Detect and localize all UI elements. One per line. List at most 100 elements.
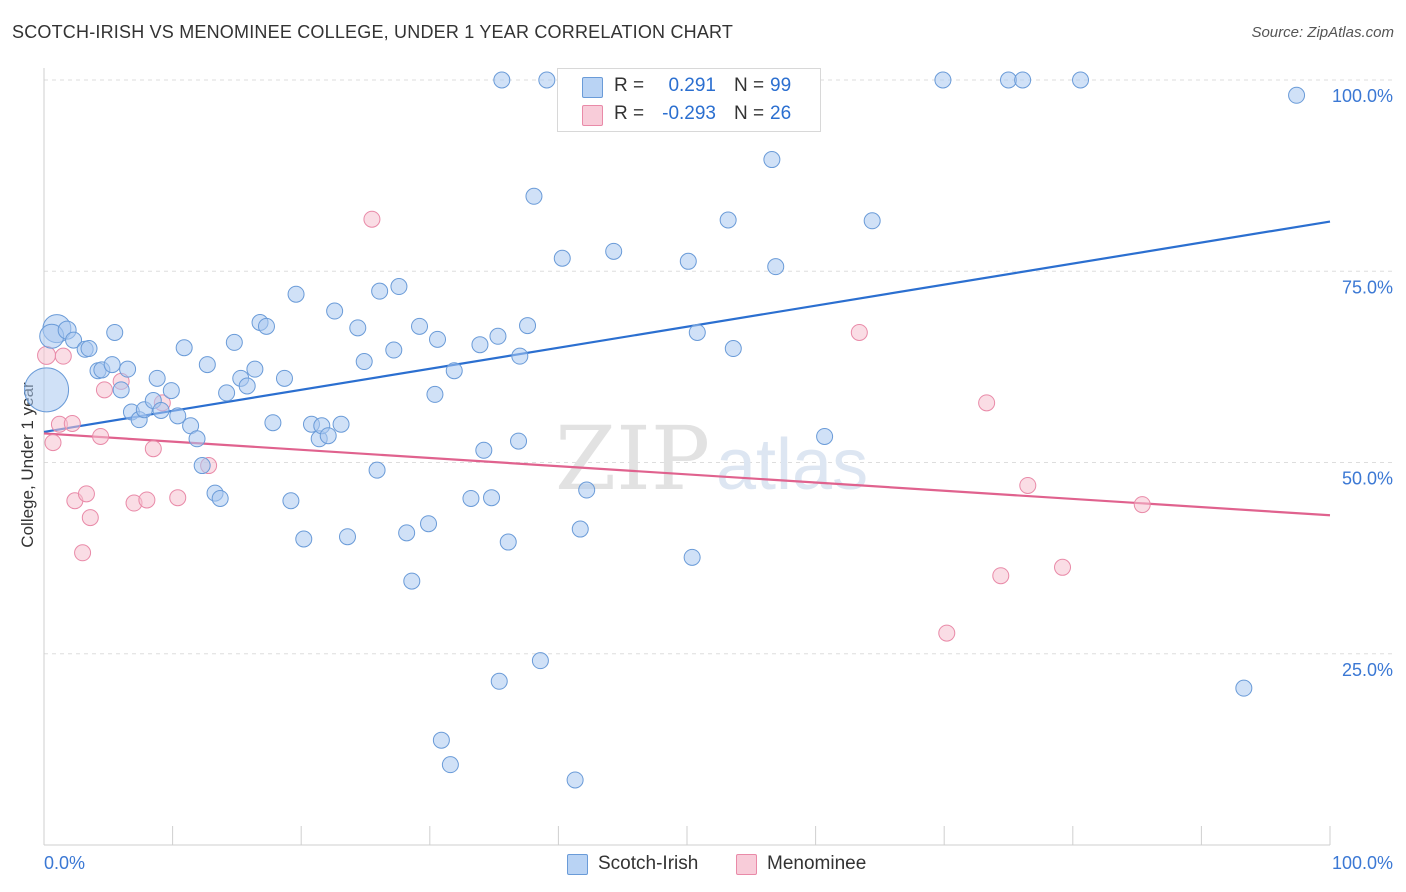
scotch-irish-point [355, 353, 373, 371]
scotch-irish-point [429, 330, 447, 348]
scotch-irish-point [679, 252, 697, 270]
watermark-zip: ZIP [555, 407, 710, 510]
scotch-irish-point [420, 515, 438, 533]
scotch-irish-point [863, 212, 881, 230]
n-label: N = [734, 75, 765, 96]
menominee-point [138, 491, 156, 509]
scotch-irish-point [816, 427, 834, 445]
scotch-irish-point [553, 249, 571, 267]
scotch-irish-point [462, 489, 480, 507]
scotch-irish-point [106, 323, 124, 341]
menominee-point [144, 440, 162, 458]
scotch-irish-point [1235, 679, 1253, 697]
menominee-point [1019, 476, 1037, 494]
scotch-irish-point [225, 333, 243, 351]
scotch-irish-trendline [43, 220, 1331, 433]
r-label: R = [614, 75, 645, 96]
scotch-irish-point [441, 756, 459, 774]
menominee-point [978, 394, 996, 412]
scotch-irish-point [162, 382, 180, 400]
scotch-irish-point [349, 319, 367, 337]
menominee-swatch [582, 105, 603, 126]
legend-row-scotch-irish: R = 0.291 N = 99 [558, 72, 820, 100]
menominee-point [63, 414, 81, 432]
scotch-irish-point [525, 187, 543, 205]
scotch-irish-point [211, 489, 229, 507]
r-value: 0.291 [668, 75, 716, 96]
menominee-point [363, 210, 381, 228]
scotch-irish-point [103, 356, 121, 374]
scotch-irish-point [483, 489, 501, 507]
chart-title: SCOTCH-IRISH VS MENOMINEE COLLEGE, UNDER… [12, 22, 734, 42]
y-tick-label: 75.0% [1342, 277, 1393, 297]
scotch-irish-point [411, 317, 429, 335]
scotch-irish-point [169, 407, 187, 425]
scotch-irish-point [246, 360, 264, 378]
scotch-irish-point [319, 427, 337, 445]
scotch-irish-point [282, 492, 300, 510]
n-label: N = [734, 103, 765, 124]
scotch-irish-point [80, 340, 98, 358]
y-tick-label: 50.0% [1342, 469, 1393, 489]
x-tick-label: 100.0% [1332, 853, 1393, 873]
scotch-irish-point [371, 282, 389, 300]
scotch-irish-point [287, 285, 305, 303]
legend-label-menominee: Menominee [767, 853, 867, 874]
scotch-irish-point [119, 360, 137, 378]
scotch-irish-point [338, 528, 356, 546]
scotch-irish-point [390, 278, 408, 296]
series-legend: Scotch-Irish Menominee [0, 852, 1406, 878]
legend-row-menominee: R = -0.293 N = 26 [558, 100, 820, 128]
scotch-irish-point [489, 327, 507, 345]
scotch-irish-point [112, 381, 130, 399]
scotch-irish-point [24, 367, 70, 413]
scotch-irish-point [264, 414, 282, 432]
scotch-irish-point [65, 331, 83, 349]
scotch-irish-point [445, 362, 463, 380]
menominee-point [1054, 558, 1072, 576]
scotch-irish-point [1072, 71, 1090, 89]
menominee-point [81, 509, 99, 527]
scotch-irish-point [403, 572, 421, 590]
scotch-irish-point [1000, 71, 1017, 89]
correlation-legend: R = 0.291 N = 99 R = -0.293 N = 26 [557, 68, 821, 132]
n-value: 99 [770, 75, 792, 96]
scotch-irish-point [538, 71, 556, 89]
scotch-irish-point [934, 71, 952, 89]
scotch-irish-point [767, 258, 785, 276]
menominee-point [1133, 496, 1151, 514]
legend-label-scotch-irish: Scotch-Irish [598, 853, 699, 874]
scotch-irish-point [432, 731, 450, 749]
scotch-irish-point [188, 430, 206, 448]
scotch-irish-point [688, 323, 706, 341]
watermark: ZIP atlas [555, 407, 868, 510]
scotch-irish-point [519, 317, 537, 335]
scotch-irish-point [275, 369, 293, 387]
grid-lines [44, 79, 1392, 655]
axes [43, 68, 1331, 846]
menominee-point [54, 347, 72, 365]
scotch-irish-point [152, 401, 170, 419]
scotch-irish-swatch [567, 854, 588, 875]
scotch-irish-point [499, 533, 517, 551]
scotch-irish-point [763, 151, 781, 169]
tick-labels: 25.0% 50.0% 75.0% 100.0% 0.0% 100.0% [44, 86, 1393, 873]
scotch-irish-point [238, 377, 256, 395]
scotch-irish-point [398, 524, 416, 542]
watermark-atlas: atlas [716, 425, 868, 505]
scotch-irish-point [605, 242, 623, 260]
scotch-irish-point [257, 317, 275, 335]
scotch-irish-point [490, 672, 508, 690]
scotch-irish-point [368, 461, 386, 479]
menominee-swatch [736, 854, 757, 875]
scotch-irish-point [332, 415, 350, 433]
n-value: 26 [770, 103, 792, 124]
trend-lines [43, 220, 1331, 517]
menominee-point [938, 624, 956, 642]
scotch-irish-point [531, 652, 549, 670]
scotch-irish-point [475, 441, 493, 459]
scotch-irish-point [426, 385, 444, 403]
scotch-irish-point [471, 336, 489, 354]
scotch-irish-point [218, 384, 236, 402]
scotch-irish-point [148, 369, 166, 387]
